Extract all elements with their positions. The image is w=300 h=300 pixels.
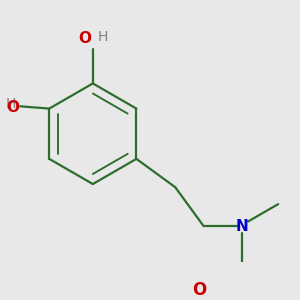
Text: O: O <box>192 281 206 299</box>
Text: H: H <box>98 30 108 44</box>
Text: O: O <box>6 100 19 115</box>
Text: H: H <box>5 98 16 112</box>
Text: O: O <box>78 31 91 46</box>
Text: N: N <box>236 219 249 234</box>
